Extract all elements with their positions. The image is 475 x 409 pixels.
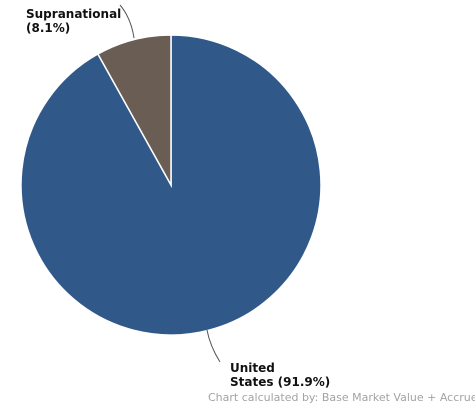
leader-line [119,4,135,39]
pie-slice-supranational [96,34,172,188]
chart-footnote: Chart calculated by: Base Market Value +… [208,391,475,404]
slice-label-line: Supranational [26,7,121,21]
leader-lines [119,4,221,363]
slice-label: Supranational (8.1%) [26,7,121,35]
pie-slices [20,34,322,336]
leader-line [206,329,221,363]
slice-label-line: States (91.9%) [230,375,330,389]
slice-label: United States (91.9%) [230,361,330,389]
slice-label-line: United [230,361,275,375]
slice-label-line: (8.1%) [26,21,70,35]
slice-labels: United States (91.9%) Supranational (8.1%) [26,7,330,389]
